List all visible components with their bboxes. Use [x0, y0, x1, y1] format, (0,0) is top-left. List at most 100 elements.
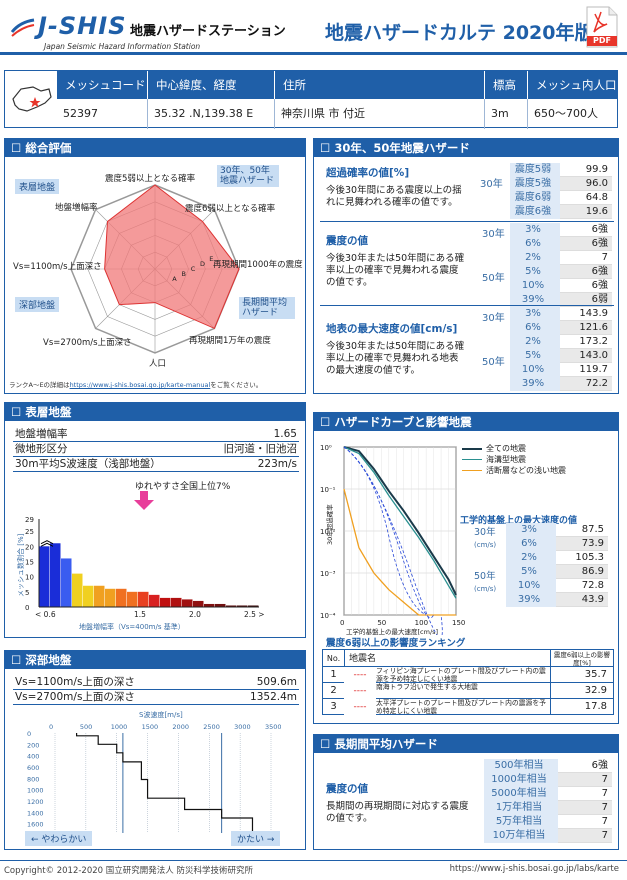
hazard-curve-title: ☐ ハザードカーブと影響地震	[314, 413, 618, 431]
hazard-3050-panel: ☐ 30年、50年地震ハザード 超過確率の値[%] 今後30年間にある震度以上の…	[313, 138, 619, 394]
legend-swatch	[462, 470, 482, 471]
y-tick-label: 400	[27, 753, 39, 761]
table-label-cell: 5000年相当	[484, 787, 558, 801]
th-population: メッシュ内人口	[528, 71, 618, 99]
ranking-name: フィリピン海プレートのプレート間及びプレート内の震源を予め特定しにくい地震	[376, 667, 550, 683]
mesh-code-value: 52397	[57, 99, 148, 129]
hazard-curve-line	[343, 446, 457, 596]
down-arrow-icon	[134, 491, 154, 510]
table-value-cell: 7	[558, 815, 612, 829]
surface-row-value: 旧河道・旧池沼	[223, 443, 298, 455]
x-tick-label: 2.0	[189, 610, 201, 619]
hazard-3050-title: ☐ 30年、50年地震ハザード	[314, 139, 618, 157]
histogram-bar	[105, 588, 116, 607]
radar-axis-label: 再現期間1000年の震度	[213, 259, 303, 270]
histogram-bar	[83, 585, 94, 607]
y-tick-label: 1200	[27, 798, 44, 806]
surface-row-label: 30m平均S波速度（浅部地盤）	[15, 458, 161, 470]
table-value-cell: 7	[558, 773, 612, 787]
y-tick-label: 20	[25, 543, 34, 551]
summary-label-surface: 表層地盤	[15, 179, 60, 194]
x-tick-label: 1500	[142, 723, 159, 731]
ranking-header-name: 地震名	[344, 649, 550, 667]
base-velocity-title: 工学的基盤上の最大速度の値	[460, 516, 578, 526]
table-label-cell: 震度5弱	[510, 163, 560, 177]
deep-row	[13, 690, 299, 705]
table-label-cell: 震度6強	[510, 205, 560, 219]
table-value-cell: 19.6	[560, 205, 612, 219]
surface-panel: ☐ 表層地盤 地盤増幅率 1.65 微地形区分 旧河道・旧池沼 30m平均S波速度（浅部…	[4, 402, 306, 638]
table-label-cell: 3%	[506, 523, 556, 537]
x-tick-label: 500	[80, 723, 92, 731]
y-tick-label: 0	[25, 604, 29, 612]
table-label-cell: 3%	[510, 223, 560, 237]
histogram-bar	[160, 597, 171, 607]
legend-swatch	[462, 459, 482, 460]
histogram-bar	[39, 546, 50, 607]
radar-value-area	[104, 184, 240, 330]
base-50-label: 50年	[474, 571, 496, 582]
table-label-cell: 39%	[510, 377, 560, 391]
table-value-cell: 72.2	[560, 377, 612, 391]
hazard-curve-legend: 全ての地震 海溝型地震 活断層などの浅い地震	[460, 443, 566, 476]
legend-item: 海溝型地震	[460, 454, 566, 465]
base-30-unit: (cm/s)	[474, 541, 497, 549]
hazard-curve-chart: 10⁰ 10⁻¹ 10⁻² 10⁻³ 10⁻⁴ 0 50 100 150 工学的基盤上の最大速度[…	[320, 444, 465, 635]
table-label-cell: 1000年相当	[484, 773, 558, 787]
y-tick-label: 1600	[27, 821, 44, 829]
latlon-value: 35.32 .N,139.38 E	[148, 99, 275, 129]
y-tick-label: 10⁻²	[320, 528, 336, 536]
probability-curve	[343, 446, 443, 635]
vs-profile-line	[76, 733, 254, 833]
surface-row-label: 微地形区分	[15, 443, 68, 455]
footer-link[interactable]: https://www.j-shis.bosai.go.jp/labs/kart…	[449, 864, 619, 874]
exceed-title: 超過確率の値[%]	[326, 167, 410, 179]
table-label-cell: 2%	[506, 551, 556, 565]
y-tick-label: 0	[27, 730, 31, 738]
histogram-bar	[248, 605, 259, 607]
deep-title: ☐ 深部地盤	[5, 651, 305, 669]
table-label-cell: 震度6弱	[510, 191, 560, 205]
table-label-cell: 6%	[506, 537, 556, 551]
x-axis-label: S波速度[m/s]	[139, 710, 183, 719]
karte-manual-link[interactable]: https://www.j-shis.bosai.go.jp/karte-man…	[69, 381, 211, 389]
legend-item: 全ての地震	[460, 443, 566, 454]
ranking-line-marker: ----	[353, 686, 367, 696]
pga-desc: 今後30年または50年間にある確率以上の確率で見舞われる地表の最大速度の値です。	[326, 341, 465, 376]
ranking-header-no: No.	[322, 649, 344, 667]
site-logo[interactable]: J-SHIS 地震ハザードステーション Japan Seismic Hazard…	[10, 8, 310, 52]
ranking-line-marker: ----	[353, 702, 367, 712]
ranking-value: 17.8	[550, 699, 614, 715]
address-value: 神奈川県 市 付近	[275, 99, 485, 129]
deep-row-label: Vs=1100m/s上面の深さ	[15, 676, 135, 688]
table-value-cell: 143.9	[560, 307, 612, 321]
table-value-cell: 7	[558, 829, 612, 843]
base-30-label: 30年	[474, 527, 496, 538]
longterm-title: ☐ 長期間平均ハザード	[314, 735, 618, 753]
y-axis-label: メッシュ数割合 [%]	[16, 533, 25, 597]
summary-panel: ☐ 総合評価 表層地盤 深部地盤 30年、50年地震ハザード 長期間平均ハザード…	[4, 138, 306, 394]
table-value-cell: 87.5	[556, 523, 608, 537]
exceed-desc: 今後30年間にある震度以上の揺れに見舞われる確率の値です。	[326, 185, 462, 208]
summary-label-deep: 深部地盤	[15, 297, 60, 312]
th-mesh-code: メッシュコード	[57, 71, 147, 99]
radar-axis-label: Vs=1100m/s上面深さ	[13, 262, 102, 272]
intensity-30-label: 30年	[482, 229, 505, 240]
amplification-histogram: 0 5 10 15 20 25 29 < 0.6 1.5 2.0 2.5 > 地盤増幅率（Vs=400…	[16, 516, 265, 631]
hazard-curve-line	[343, 446, 457, 599]
ranking-no: 2	[322, 683, 344, 699]
intensity-desc: 今後30年または50年間にある確率以上の確率で見舞われる震度の値です。	[326, 253, 465, 288]
histogram-bar	[127, 591, 138, 607]
summary-label-longterm: 長期間平均ハザード	[239, 297, 295, 319]
histogram-bar	[138, 591, 149, 607]
table-value-cell: 105.3	[556, 551, 608, 565]
radar-note: ランクA〜Eの詳細はhttps://www.j-shis.bosai.go.jp…	[9, 381, 263, 389]
pdf-download-button[interactable]: PDF	[585, 6, 619, 48]
table-label-cell: 3%	[510, 307, 560, 321]
radar-ring-label: A	[172, 275, 177, 283]
longterm-panel: ☐ 長期間平均ハザード 震度の値 長期間の再現期間に対応する震度の値です。 50…	[313, 734, 619, 850]
histogram-bar	[237, 605, 248, 607]
x-tick-label: 150	[452, 619, 465, 627]
histogram-bar	[215, 603, 226, 607]
table-value-cell: 119.7	[560, 363, 612, 377]
